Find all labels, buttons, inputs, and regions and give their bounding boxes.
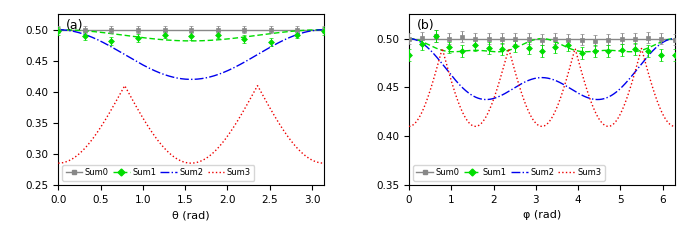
- Text: (b): (b): [417, 19, 434, 32]
- X-axis label: φ (rad): φ (rad): [523, 210, 561, 220]
- X-axis label: θ (rad): θ (rad): [173, 210, 210, 220]
- Legend: Sum0, Sum1, Sum2, Sum3: Sum0, Sum1, Sum2, Sum3: [62, 165, 254, 181]
- Legend: Sum0, Sum1, Sum2, Sum3: Sum0, Sum1, Sum2, Sum3: [413, 165, 605, 181]
- Text: (a): (a): [66, 19, 84, 32]
